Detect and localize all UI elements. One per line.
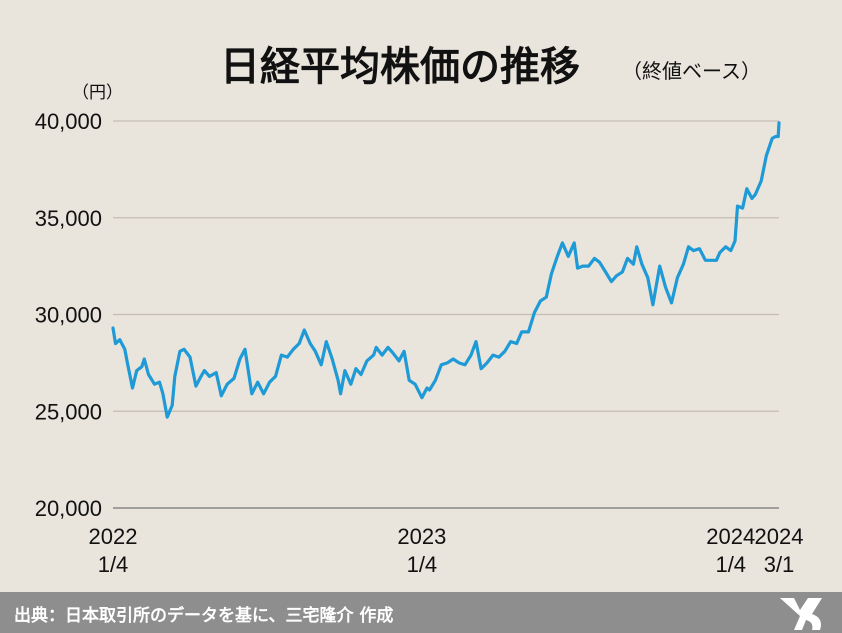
source-footer: 出典：日本取引所のデータを基に、三宅隆介 作成 <box>0 592 842 633</box>
x-axis-ticks: 2022 1/4 2023 1/4 2024 1/4 2024 3/1 <box>89 524 804 577</box>
x-tick-label: 1/4 <box>715 552 746 577</box>
x-tick-label: 2023 <box>397 524 446 549</box>
x-tick-label: 2024 <box>706 524 755 549</box>
series-layer <box>111 121 781 419</box>
y-tick-label: 25,000 <box>35 399 102 424</box>
x-tick-label: 1/4 <box>98 552 129 577</box>
x-tick-label: 3/1 <box>764 552 795 577</box>
publisher-logo <box>780 598 822 630</box>
series-line <box>111 121 781 419</box>
y-tick-label: 40,000 <box>35 109 102 134</box>
y-axis-ticks: 20,000 25,000 30,000 35,000 40,000 <box>35 109 102 521</box>
x-tick-label: 2024 <box>755 524 804 549</box>
source-credit: 出典：日本取引所のデータを基に、三宅隆介 作成 <box>14 606 394 626</box>
y-tick-label: 30,000 <box>35 303 102 328</box>
gridlines <box>113 120 779 509</box>
y-tick-label: 35,000 <box>35 206 102 231</box>
y-tick-label: 20,000 <box>35 496 102 521</box>
x-tick-label: 1/4 <box>407 552 438 577</box>
x-tick-label: 2022 <box>89 524 138 549</box>
chart-subtitle: （終値ベース） <box>622 59 761 83</box>
y-unit-label: （円） <box>72 83 123 103</box>
chart-title: 日経平均株価の推移 <box>220 44 580 90</box>
